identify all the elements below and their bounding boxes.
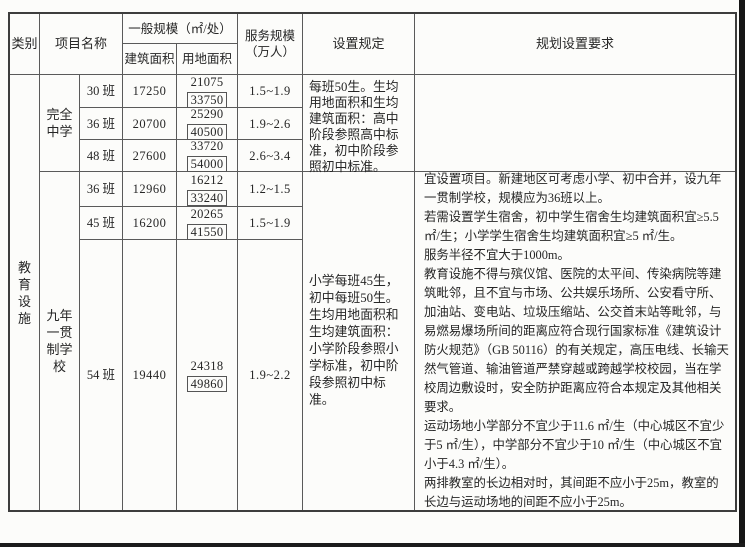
- land-value-top: 20265: [190, 206, 224, 221]
- g1r3-building-area: 27600: [123, 140, 177, 172]
- land-value-top: 21075: [190, 74, 224, 89]
- g1r1-building-area: 17250: [123, 75, 177, 108]
- header-category: 类别: [10, 14, 40, 75]
- planning-paragraph: 若需设置学生宿舍，初中学生宿舍生均建筑面积宜≥5.5 ㎡/生；小学学生宿舍生均建…: [424, 210, 719, 243]
- planning-paragraph: 教育设施不得与殡仪馆、医院的太平间、传染病院等建筑毗邻，且不宜与市场、公共娱乐场…: [424, 267, 729, 414]
- group1-name-cell: 完全中学: [40, 75, 80, 172]
- header-general-scale: 一般规模（㎡/处）: [123, 14, 238, 44]
- g1r2-classes: 36 班: [80, 108, 123, 140]
- g1r2-building-area: 20700: [123, 108, 177, 140]
- land-value-boxed: 49860: [186, 375, 228, 392]
- group2-planning-requirements: 宜设置项目。新建地区可考虑小学、初中合并，设九年一贯制学校，规模应为36班以上。…: [415, 172, 735, 510]
- g1r1-service: 1.5~1.9: [238, 75, 303, 108]
- scan-edge-bottom: [0, 543, 745, 547]
- g1r2-service: 1.9~2.6: [238, 108, 303, 140]
- land-value-boxed: 33240: [186, 189, 228, 206]
- g2r1-classes: 36 班: [80, 172, 123, 207]
- g2r2-land-area: 20265 41550: [177, 207, 238, 240]
- header-building-area: 建筑面积: [123, 44, 177, 75]
- group2-name-cell: 九年一贯制学校: [40, 172, 80, 510]
- scan-edge-right: [739, 0, 745, 547]
- land-value-boxed: 41550: [186, 223, 228, 240]
- planning-paragraph: 宜设置项目。新建地区可考虑小学、初中合并，设九年一贯制学校，规模应为36班以上。: [424, 172, 722, 205]
- category-cell: 教育设施: [10, 75, 40, 510]
- g2r3-service: 1.9~2.2: [238, 240, 303, 510]
- g2r2-building-area: 16200: [123, 207, 177, 240]
- planning-paragraph: 两排教室的长边相对时，其间距不应小于25m，教室的长边与运动场地的间距不应小于2…: [424, 476, 719, 509]
- header-service-scale: 服务规模（万人）: [238, 14, 303, 75]
- land-value-boxed: 33750: [186, 91, 228, 108]
- g1r1-classes: 30 班: [80, 75, 123, 108]
- g1r1-land-area: 21075 33750: [177, 75, 238, 108]
- group2-setting-rule: 小学每班45生，初中每班50生。生均用地面积和生均建筑面积：小学阶段参照小学标准…: [303, 172, 415, 510]
- g2r1-building-area: 12960: [123, 172, 177, 207]
- land-value-boxed: 40500: [186, 124, 228, 140]
- group1-setting-rule: 每班50生。生均用地面积和生均建筑面积：高中阶段参照高中标准，初中阶段参照初中标…: [303, 75, 415, 174]
- land-value-top: 16212: [190, 172, 224, 187]
- group1-planning-empty: [415, 75, 735, 172]
- g1r3-service: 2.6~3.4: [238, 140, 303, 172]
- g2r3-building-area: 19440: [123, 240, 177, 510]
- standards-table: 类别 项目名称 一般规模（㎡/处） 建筑面积 用地面积 服务规模（万人） 设置规…: [8, 12, 737, 512]
- header-land-area: 用地面积: [177, 44, 238, 75]
- land-value-boxed: 54000: [186, 156, 228, 172]
- land-value-top: 24318: [190, 358, 224, 373]
- g1r3-classes: 48 班: [80, 140, 123, 172]
- land-value-top: 25290: [190, 107, 224, 121]
- g1r2-land-area: 25290 40500: [177, 107, 238, 140]
- planning-paragraph: 服务半径不宜大于1000m。: [424, 248, 570, 262]
- g2r3-land-area: 24318 49860: [177, 240, 238, 510]
- g2r3-classes: 54 班: [80, 240, 123, 510]
- g2r1-service: 1.2~1.5: [238, 172, 303, 207]
- g2r2-classes: 45 班: [80, 207, 123, 240]
- planning-paragraph: 运动场地小学部分不宜少于11.6 ㎡/生（中心城区不宜少于5 ㎡/生），中学部分…: [424, 419, 725, 471]
- g1r3-land-area: 33720 54000: [177, 139, 238, 172]
- header-project-name: 项目名称: [40, 14, 123, 75]
- header-planning-requirements: 规划设置要求: [415, 14, 735, 75]
- header-setting-rule: 设置规定: [303, 14, 415, 75]
- g2r1-land-area: 16212 33240: [177, 172, 238, 207]
- land-value-top: 33720: [190, 139, 224, 153]
- g2r2-service: 1.5~1.9: [238, 207, 303, 240]
